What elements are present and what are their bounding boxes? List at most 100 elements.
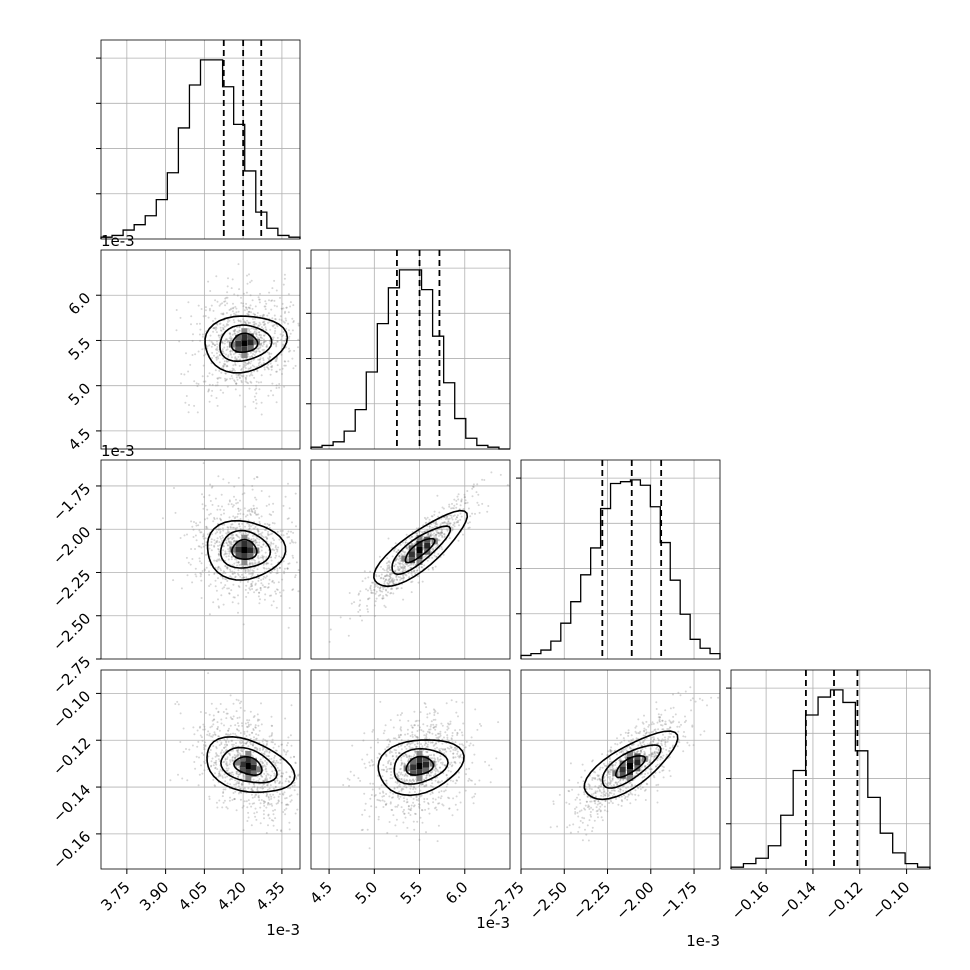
sample-point	[208, 713, 211, 716]
sample-point	[444, 748, 447, 750]
sample-point	[361, 758, 364, 761]
sample-point	[276, 305, 278, 308]
sample-point	[287, 626, 290, 629]
sample-point	[263, 340, 266, 343]
sample-point	[385, 569, 388, 572]
sample-point	[276, 340, 279, 343]
sample-point	[662, 776, 665, 779]
sample-point	[398, 563, 401, 565]
density-block	[416, 763, 423, 769]
sample-point	[217, 755, 220, 757]
sample-point	[254, 726, 257, 729]
sample-point	[216, 531, 219, 534]
sample-point	[417, 724, 420, 727]
sample-point	[404, 569, 407, 572]
sample-point	[222, 788, 225, 791]
sample-point	[226, 285, 229, 288]
sample-point	[235, 561, 238, 564]
sample-point	[246, 274, 248, 277]
sample-point	[203, 496, 205, 498]
sample-point	[245, 306, 247, 309]
sample-point	[270, 541, 273, 544]
sample-point	[203, 354, 205, 357]
sample-point	[183, 534, 186, 537]
sample-point	[215, 528, 218, 531]
sample-point	[172, 579, 175, 582]
sample-point	[381, 597, 384, 600]
sample-point	[270, 765, 273, 768]
sample-point	[234, 332, 237, 335]
sample-point	[434, 546, 437, 549]
sample-point	[235, 382, 238, 385]
sample-point	[231, 601, 234, 604]
sample-point	[246, 730, 249, 733]
sample-point	[393, 578, 396, 581]
sample-point	[208, 547, 211, 550]
sample-point	[225, 542, 228, 545]
sample-point	[251, 563, 254, 566]
sample-point	[418, 530, 421, 533]
sample-point	[269, 362, 272, 365]
sample-point	[416, 569, 419, 572]
sample-point	[270, 594, 273, 597]
sample-point	[214, 542, 217, 545]
sample-point	[198, 773, 201, 776]
sample-point	[435, 531, 438, 534]
sample-point	[236, 501, 239, 504]
sample-point	[389, 577, 392, 580]
sample-point	[279, 591, 281, 594]
sample-point	[223, 360, 226, 363]
sample-point	[273, 324, 276, 326]
sample-point	[204, 741, 207, 744]
sample-point	[249, 281, 252, 284]
sample-point	[200, 562, 203, 565]
sample-point	[297, 773, 300, 776]
sample-point	[240, 302, 243, 304]
sample-point	[273, 568, 276, 571]
sample-point	[422, 541, 425, 544]
sample-point	[437, 802, 440, 805]
sample-point	[377, 594, 380, 597]
sample-point	[651, 736, 653, 739]
sample-point	[247, 529, 250, 532]
sample-point	[290, 704, 293, 707]
sample-point	[454, 756, 457, 759]
sample-point	[400, 771, 403, 774]
sample-point	[254, 407, 257, 410]
sample-point	[388, 739, 391, 742]
sample-point	[206, 733, 209, 736]
sample-point	[240, 722, 243, 725]
sample-point	[278, 555, 281, 558]
sample-point	[400, 587, 403, 590]
sample-point	[225, 764, 228, 767]
sample-point	[403, 553, 406, 556]
sample-point	[224, 584, 227, 587]
sample-point	[233, 754, 236, 756]
sample-point	[254, 807, 257, 810]
sample-point	[260, 326, 263, 329]
sample-point	[215, 759, 218, 762]
sample-point	[416, 730, 419, 732]
sample-point	[213, 573, 216, 575]
sample-point	[194, 534, 197, 537]
sample-point	[240, 367, 243, 370]
sample-point	[410, 543, 413, 546]
sample-point	[227, 537, 230, 540]
sample-point	[223, 364, 226, 366]
sample-point	[208, 372, 211, 375]
sample-point	[209, 483, 212, 486]
sample-point	[436, 758, 439, 761]
sample-point	[259, 346, 262, 349]
sample-point	[418, 566, 420, 569]
sample-point	[235, 534, 238, 537]
sample-point	[216, 377, 219, 380]
sample-point	[231, 505, 234, 508]
sample-point	[212, 778, 215, 781]
sample-point	[385, 779, 388, 782]
sample-point	[284, 360, 287, 363]
sample-point	[455, 711, 458, 714]
sample-point	[218, 550, 221, 553]
sample-point	[256, 476, 259, 479]
sample-point	[189, 363, 192, 366]
sample-point	[444, 518, 447, 520]
